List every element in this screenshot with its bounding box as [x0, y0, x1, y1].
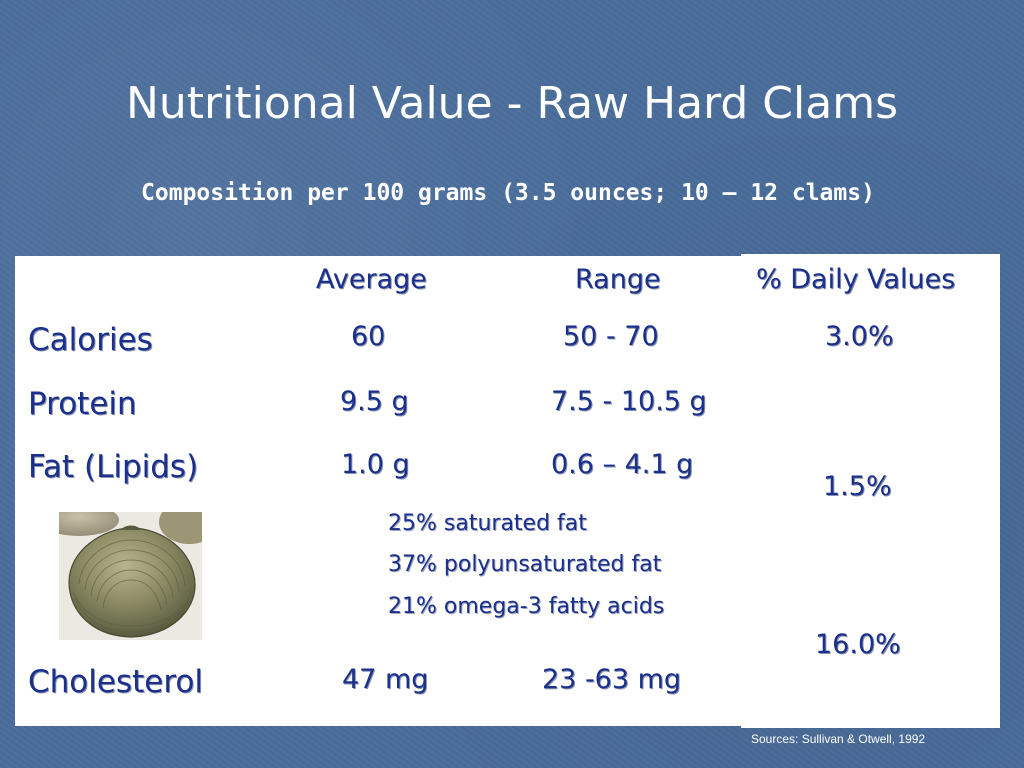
calories-average: 60 [351, 321, 386, 352]
fat-breakdown-saturated: 25% saturated fat [388, 511, 587, 536]
row-label-calories: Calories [28, 322, 153, 358]
cholesterol-daily: 16.0% [815, 629, 901, 660]
row-label-cholesterol: Cholesterol [28, 664, 203, 700]
cholesterol-range: 23 -63 mg [542, 664, 682, 695]
row-label-fat: Fat (Lipids) [28, 449, 199, 485]
slide-subtitle: Composition per 100 grams (3.5 ounces; 1… [141, 180, 875, 206]
fat-range: 0.6 – 4.1 g [551, 449, 694, 480]
fat-daily: 1.5% [823, 471, 892, 502]
fat-breakdown-polyunsaturated: 37% polyunsaturated fat [388, 552, 662, 577]
clam-photo-icon [59, 512, 202, 640]
table-panel [15, 256, 741, 726]
header-range: Range [575, 264, 661, 295]
row-label-protein: Protein [28, 386, 137, 422]
source-citation: Sources: Sullivan & Otwell, 1992 [751, 732, 926, 746]
header-daily-values: % Daily Values [756, 264, 956, 295]
slide-title: Nutritional Value - Raw Hard Clams [125, 78, 899, 129]
cholesterol-average: 47 mg [342, 664, 429, 695]
protein-average: 9.5 g [340, 386, 409, 417]
calories-daily: 3.0% [825, 321, 894, 352]
header-average: Average [316, 264, 427, 295]
calories-range: 50 - 70 [563, 321, 659, 352]
protein-range: 7.5 - 10.5 g [551, 386, 707, 417]
daily-values-panel [741, 254, 1000, 728]
fat-breakdown-omega3: 21% omega-3 fatty acids [388, 594, 665, 619]
fat-average: 1.0 g [341, 449, 410, 480]
